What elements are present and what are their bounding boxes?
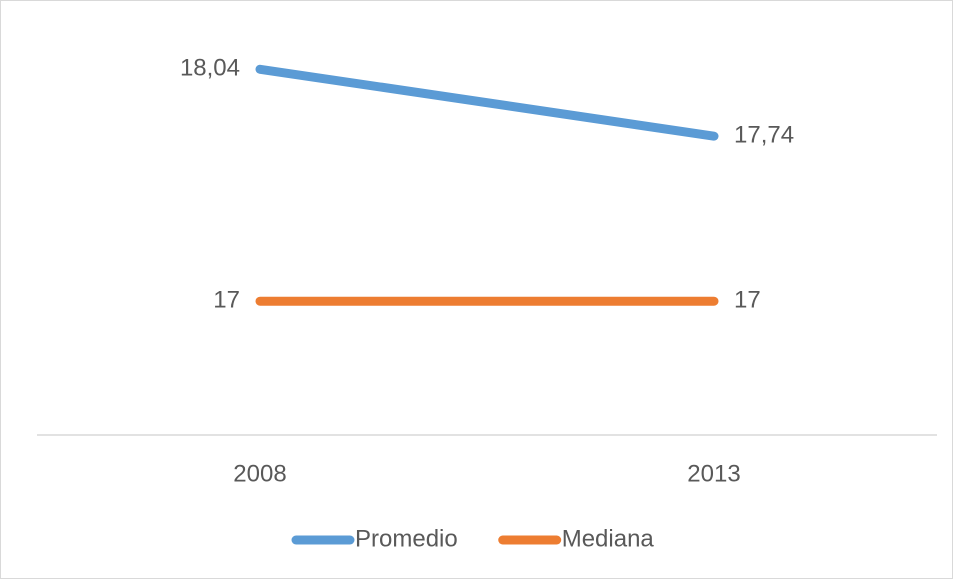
legend-label: Promedio (355, 525, 458, 552)
data-label: 17,74 (734, 122, 794, 149)
legend-label: Mediana (562, 525, 655, 552)
data-label: 18,04 (180, 55, 240, 82)
x-tick-label: 2013 (687, 460, 740, 487)
series-line (255, 64, 719, 141)
data-label: 17 (734, 287, 761, 314)
data-label: 17 (213, 287, 240, 314)
x-tick-label: 2008 (233, 460, 286, 487)
